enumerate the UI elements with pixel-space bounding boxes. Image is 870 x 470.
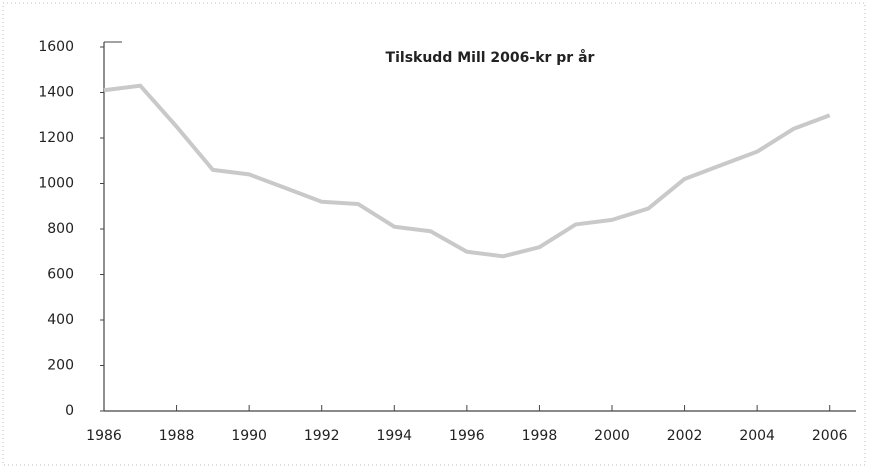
x-tick-label: 1996 bbox=[449, 428, 485, 444]
x-tick-label: 2000 bbox=[594, 428, 630, 444]
x-tick-label: 1988 bbox=[159, 428, 195, 444]
y-tick-label: 400 bbox=[47, 312, 74, 328]
x-tick-label: 1990 bbox=[231, 428, 267, 444]
x-tick-label: 2006 bbox=[812, 428, 848, 444]
y-tick-label: 1400 bbox=[38, 85, 74, 101]
chart-title: Tilskudd Mill 2006-kr pr år bbox=[386, 49, 595, 66]
x-tick-label: 1998 bbox=[522, 428, 558, 444]
y-tick-label: 800 bbox=[47, 221, 74, 237]
x-tick-label: 2002 bbox=[667, 428, 703, 444]
y-tick-label: 1000 bbox=[38, 176, 74, 192]
y-tick-label: 200 bbox=[47, 358, 74, 374]
y-tick-label: 600 bbox=[47, 267, 74, 283]
y-tick-label: 1600 bbox=[38, 39, 74, 55]
x-tick-label: 2004 bbox=[739, 428, 775, 444]
y-tick-label: 1200 bbox=[38, 130, 74, 146]
data-line bbox=[103, 83, 831, 259]
x-tick-label: 1994 bbox=[376, 428, 412, 444]
x-tick-label: 1992 bbox=[304, 428, 340, 444]
x-tick-label: 1986 bbox=[86, 428, 122, 444]
y-tick-label: 0 bbox=[65, 403, 74, 419]
